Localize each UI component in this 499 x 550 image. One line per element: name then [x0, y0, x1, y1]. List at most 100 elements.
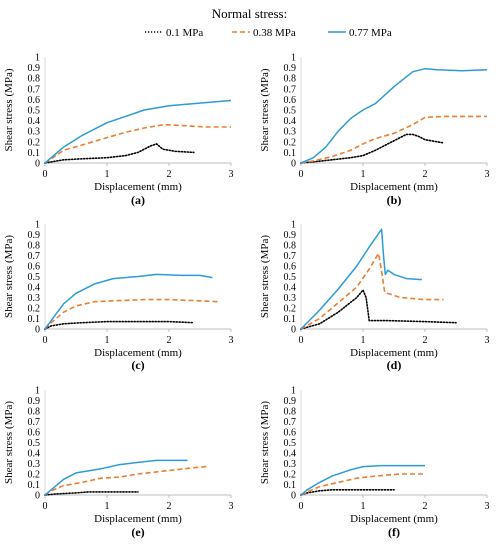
legend: 0.1 MPa 0.38 MPa 0.77 MPa: [145, 27, 392, 39]
x-tick-label: 2: [167, 335, 172, 346]
series-line: [300, 473, 425, 496]
x-tick-label: 1: [105, 501, 110, 512]
y-tick-label: 0.7: [28, 417, 41, 428]
chart-panel: 00.10.20.30.40.50.60.70.80.910 1 2 3Displac…: [3, 386, 234, 540]
y-tick-label: 0.5: [284, 272, 297, 283]
y-tick-label: 0.9: [284, 230, 297, 241]
y-tick-label: 0: [291, 491, 296, 502]
y-tick-label: 0.5: [284, 106, 297, 117]
x-tick-label: 1: [105, 335, 110, 346]
x-axis-title: Displacement (mm): [94, 181, 182, 193]
x-tick-label: 1: [361, 169, 366, 180]
x-axis-title: Displacement (mm): [350, 181, 438, 193]
y-tick-label: 0.6: [284, 95, 297, 106]
y-axis-title: Shear stress (MPa): [259, 401, 271, 484]
y-axis-title: Shear stress (MPa): [3, 68, 15, 151]
x-axis-title: Displacement (mm): [350, 513, 438, 525]
legend-title: Normal stress:: [211, 6, 288, 21]
series-line: [300, 228, 422, 330]
x-axis-title: Displacement (mm): [94, 513, 182, 525]
y-tick-label: 0.6: [284, 262, 297, 273]
chart-panel: 00.10.20.30.40.50.60.70.80.910 1 2 3Displac…: [259, 386, 490, 540]
y-tick-label: 0.8: [284, 74, 297, 85]
y-tick-label: 1: [35, 386, 40, 397]
y-tick-label: 0.4: [28, 116, 41, 127]
x-tick-label: 0: [43, 169, 48, 180]
legend-label: 0.38 MPa: [253, 27, 296, 39]
y-tick-label: 0.1: [28, 314, 41, 325]
x-tick-label: 3: [485, 169, 490, 180]
y-tick-label: 0.1: [284, 314, 297, 325]
y-tick-label: 0.9: [28, 230, 41, 241]
y-tick-label: 1: [35, 53, 40, 64]
series-line: [44, 99, 232, 164]
series-line: [44, 273, 213, 330]
y-tick-label: 0.2: [28, 137, 41, 148]
y-tick-label: 0.7: [284, 251, 297, 262]
x-tick-label: 3: [229, 501, 234, 512]
y-tick-label: 0.3: [28, 459, 41, 470]
x-axis-title: Displacement (mm): [350, 347, 438, 359]
chart-panel: 00.10.20.30.40.50.60.70.80.910 1 2 3Displac…: [3, 53, 234, 208]
x-tick-label: 0: [299, 501, 304, 512]
y-axis-title: Shear stress (MPa): [259, 235, 271, 318]
series-line: [300, 133, 445, 164]
series-line: [300, 115, 487, 164]
y-tick-label: 0: [291, 159, 296, 170]
chart-panel: 00.10.20.30.40.50.60.70.80.910 1 2 3Displac…: [259, 220, 490, 373]
x-tick-label: 3: [229, 169, 234, 180]
y-tick-label: 0.2: [284, 137, 297, 148]
x-tick-label: 0: [299, 169, 304, 180]
y-tick-label: 0.2: [28, 470, 41, 481]
series-line: [300, 67, 488, 164]
y-tick-label: 0.6: [28, 95, 41, 106]
x-tick-label: 2: [167, 169, 172, 180]
x-tick-label: 3: [229, 335, 234, 346]
y-axis-title: Shear stress (MPa): [3, 235, 15, 318]
series-line: [300, 289, 457, 330]
x-tick-label: 2: [167, 501, 172, 512]
series-line: [44, 298, 219, 330]
x-tick-label: 3: [485, 501, 490, 512]
y-tick-label: 0: [35, 159, 40, 170]
x-tick-label: 1: [361, 501, 366, 512]
y-tick-label: 0.7: [28, 84, 41, 95]
series-line: [44, 459, 188, 496]
chart-panel: 00.10.20.30.40.50.60.70.80.910 1 2 3Displac…: [3, 220, 234, 373]
x-axis-title: Displacement (mm): [94, 347, 182, 359]
series-line: [300, 252, 444, 330]
y-tick-label: 0.1: [284, 148, 297, 159]
y-tick-label: 0.8: [28, 407, 41, 418]
y-tick-label: 0.1: [284, 480, 297, 491]
legend-entry: 0.38 MPa: [232, 27, 296, 39]
y-tick-label: 0.5: [28, 438, 41, 449]
y-tick-label: 0.2: [28, 304, 41, 315]
series-line: [300, 488, 395, 496]
legend-label: 0.1 MPa: [166, 27, 203, 39]
y-tick-label: 0.2: [284, 470, 297, 481]
y-tick-label: 0.4: [284, 449, 297, 460]
panel-label: (f): [388, 525, 400, 539]
y-tick-label: 0.4: [284, 116, 297, 127]
y-tick-label: 0.7: [28, 251, 41, 262]
series-line: [44, 491, 139, 496]
y-axis-title: Shear stress (MPa): [3, 401, 15, 484]
y-tick-label: 0.6: [284, 428, 297, 439]
series-line: [44, 124, 231, 164]
y-tick-label: 0.3: [284, 459, 297, 470]
panel-label: (c): [131, 358, 144, 372]
panel-label: (b): [387, 193, 402, 207]
x-tick-label: 2: [423, 335, 428, 346]
panel-label: (e): [131, 525, 144, 539]
series-line: [44, 320, 195, 330]
y-tick-label: 0.1: [28, 148, 41, 159]
y-tick-label: 0.9: [284, 63, 297, 74]
x-tick-label: 0: [43, 501, 48, 512]
y-tick-label: 1: [291, 386, 296, 397]
y-tick-label: 0.7: [284, 417, 297, 428]
series-line: [44, 143, 195, 164]
y-tick-label: 0.7: [284, 84, 297, 95]
y-tick-label: 0.1: [28, 480, 41, 491]
